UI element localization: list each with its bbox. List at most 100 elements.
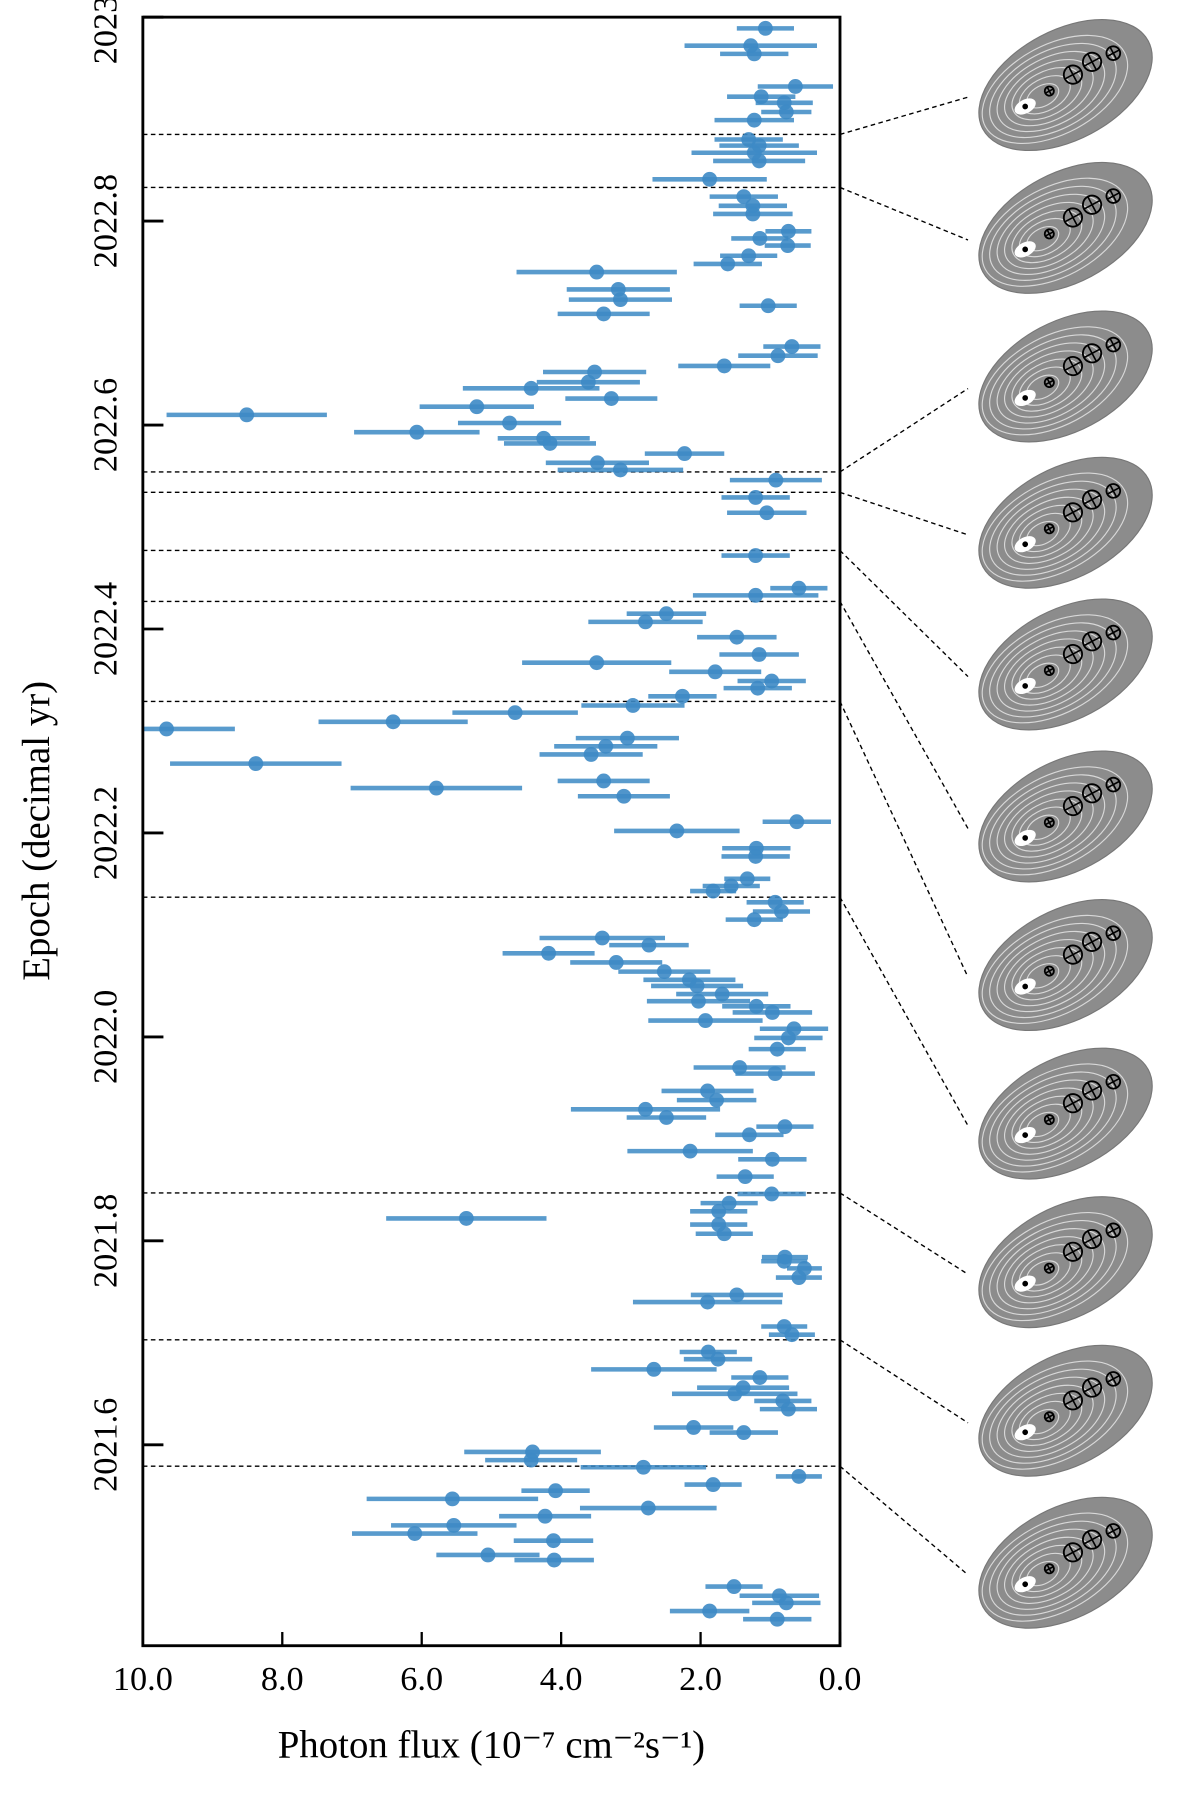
data-point	[580, 374, 596, 390]
data-point	[707, 664, 723, 680]
component	[1067, 645, 1078, 663]
y-tick-label: 2023.0	[86, 0, 124, 64]
data-point	[598, 738, 614, 754]
data-point	[768, 472, 784, 488]
contour-line	[989, 185, 1117, 281]
data-point	[669, 823, 685, 839]
contour-map	[978, 598, 1153, 731]
contour-line	[1003, 1384, 1094, 1452]
contour-line	[996, 193, 1106, 276]
contour-map	[978, 750, 1153, 883]
x-tick-label: 8.0	[261, 1660, 304, 1698]
contour-line	[1003, 496, 1094, 564]
data-point	[589, 455, 605, 471]
data-point	[702, 171, 718, 187]
data-point	[658, 606, 674, 622]
component	[1087, 196, 1098, 214]
data-point	[776, 1253, 792, 1269]
x-tick-label: 6.0	[400, 1660, 443, 1698]
component	[1067, 1543, 1078, 1561]
component	[1087, 1531, 1098, 1549]
contour-line	[996, 1228, 1106, 1310]
component	[1046, 1115, 1053, 1125]
component	[1087, 53, 1098, 71]
data-point	[705, 1477, 721, 1493]
contour-line	[996, 1528, 1106, 1610]
data-point	[589, 264, 605, 280]
data-point	[700, 1294, 715, 1310]
data-point	[710, 1351, 726, 1367]
data-point	[541, 945, 557, 961]
connector	[839, 491, 969, 536]
x-tick-label: 2.0	[679, 1660, 722, 1698]
contour-fill	[978, 899, 1153, 1032]
contour-line	[981, 1360, 1129, 1470]
data-point	[748, 490, 764, 505]
data-point	[385, 714, 401, 730]
component	[1046, 378, 1053, 387]
data-point	[689, 978, 705, 994]
connector	[839, 1465, 969, 1576]
contour-line	[1011, 504, 1083, 559]
component	[1067, 66, 1078, 84]
data-point	[159, 721, 174, 737]
data-point	[769, 1611, 785, 1627]
core-dot	[1022, 1280, 1029, 1287]
data-point	[720, 256, 736, 272]
data-point	[444, 1491, 460, 1507]
data-point	[748, 998, 764, 1014]
contour-line	[1011, 67, 1083, 121]
data-point	[736, 189, 752, 205]
contour-line	[1011, 358, 1083, 412]
data-point	[594, 930, 610, 946]
contour-line	[989, 42, 1117, 139]
data-point	[507, 705, 523, 721]
data-point	[739, 871, 755, 887]
contour-line	[981, 326, 1129, 436]
contour-line	[1011, 1544, 1083, 1599]
contour-fill	[978, 161, 1153, 294]
connector	[839, 186, 969, 241]
data-point	[428, 780, 444, 796]
data-point	[612, 462, 628, 478]
contour-fill	[978, 310, 1153, 443]
contour-line	[989, 1520, 1117, 1616]
data-point	[616, 788, 632, 804]
core-dot	[1022, 835, 1029, 841]
component	[1067, 946, 1078, 964]
component	[1087, 1230, 1098, 1248]
connector	[839, 601, 969, 829]
component	[1067, 503, 1078, 521]
contour-line	[981, 1211, 1129, 1322]
data-point	[407, 1526, 423, 1541]
core-dot	[1022, 1581, 1029, 1588]
contour-line	[981, 766, 1129, 876]
contour-line	[989, 774, 1117, 870]
plot-frame	[141, 15, 842, 1648]
data-point	[770, 348, 786, 364]
component	[1046, 229, 1053, 239]
contour-map	[978, 1496, 1153, 1629]
y-tick-label: 2022.6	[86, 378, 124, 472]
connector	[839, 1339, 969, 1424]
contour-line	[989, 1368, 1117, 1464]
contour-line	[989, 1219, 1117, 1316]
data-point	[791, 580, 807, 596]
data-point	[791, 1270, 807, 1286]
contour-fill	[978, 456, 1153, 589]
contour-map	[978, 310, 1153, 443]
contour-line	[981, 1063, 1129, 1173]
component	[1046, 1564, 1053, 1574]
component	[1067, 1391, 1078, 1409]
data-point	[757, 20, 773, 36]
data-point	[769, 1041, 785, 1057]
component	[1087, 933, 1098, 951]
connector	[839, 701, 969, 978]
component	[1109, 338, 1118, 352]
contour-line	[981, 472, 1129, 582]
contour-line	[989, 480, 1117, 576]
y-tick-label: 2021.6	[86, 1398, 124, 1492]
data-point	[767, 1066, 783, 1082]
component	[1109, 1075, 1118, 1089]
